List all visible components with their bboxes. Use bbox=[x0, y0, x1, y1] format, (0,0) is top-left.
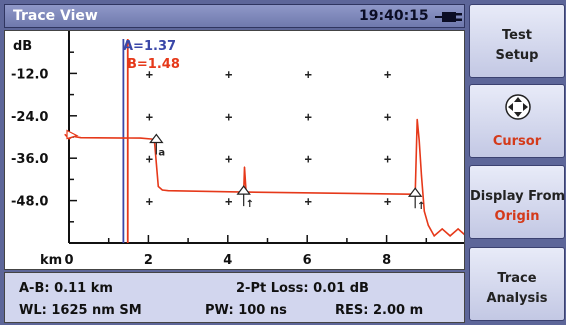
x-tick-label: 4 bbox=[223, 253, 232, 268]
title-bar: Trace View 19:40:15 bbox=[4, 4, 465, 28]
trace-analysis-line2: Analysis bbox=[486, 291, 548, 306]
four-way-arrows-icon bbox=[505, 94, 531, 120]
resolution: RES: 2.00 m bbox=[335, 303, 424, 318]
trace-series bbox=[64, 118, 464, 238]
trace-point bbox=[420, 175, 423, 177]
ab-distance: A-B: 0.11 km bbox=[19, 281, 113, 296]
x-tick-label: 8 bbox=[382, 253, 391, 268]
status-info-panel: A-B: 0.11 km 2-Pt Loss: 0.01 dB WL: 1625… bbox=[4, 272, 465, 323]
grid-point: + bbox=[384, 152, 391, 166]
two-point-loss: 2-Pt Loss: 0.01 dB bbox=[236, 281, 369, 296]
event-markers: a ↑ ↑ bbox=[149, 133, 426, 212]
trace-point bbox=[449, 235, 451, 237]
grid-point: + bbox=[305, 195, 312, 209]
display-from-line1: Display From bbox=[470, 189, 566, 204]
grid-point: + bbox=[225, 195, 232, 209]
clock: 19:40:15 bbox=[359, 8, 429, 24]
x-unit-label: km bbox=[40, 253, 62, 268]
grid-point: + bbox=[305, 110, 312, 124]
pulse-width: PW: 100 ns bbox=[205, 303, 287, 318]
grid-point: + bbox=[305, 152, 312, 166]
trace-point bbox=[139, 137, 142, 139]
battery-plug-icon bbox=[435, 12, 462, 22]
display-from-value: Origin bbox=[494, 209, 540, 224]
trace-point bbox=[418, 139, 420, 142]
display-from-button[interactable]: Display From Origin bbox=[469, 165, 565, 239]
trace-point bbox=[427, 224, 429, 226]
y-tick-label: -36.0 bbox=[11, 152, 48, 167]
trace-line bbox=[64, 119, 464, 238]
grid-point: + bbox=[146, 152, 153, 166]
cursor-lines bbox=[122, 39, 129, 243]
event-marker-icon bbox=[149, 133, 164, 144]
test-setup-button[interactable]: Test Setup bbox=[469, 4, 565, 78]
x-tick-label: 0 bbox=[64, 253, 73, 268]
grid-point: + bbox=[305, 67, 312, 81]
trace-point bbox=[167, 190, 169, 192]
trace-point bbox=[433, 235, 435, 237]
cursor-button[interactable]: Cursor bbox=[469, 84, 565, 158]
trace-analysis-line1: Trace bbox=[497, 271, 537, 286]
page-title: Trace View bbox=[13, 8, 98, 24]
event-marker-label: a bbox=[158, 148, 165, 159]
cursor-b-label: B=1.48 bbox=[127, 57, 180, 72]
trace-point bbox=[243, 166, 246, 168]
trace-point bbox=[423, 210, 425, 212]
grid-point: + bbox=[225, 67, 232, 81]
grid-markers: + + + + + + + + + + + + + + + + bbox=[146, 67, 391, 208]
cursor-label: Cursor bbox=[492, 134, 542, 149]
event-marker-label: ↑ bbox=[246, 199, 254, 210]
trace-plot[interactable]: + + + + + + + + + + + + + + + + -12.0 -24.0 -36.0 -48.0 0 2 4… bbox=[4, 30, 465, 270]
x-tick-label: 6 bbox=[303, 253, 312, 268]
trace-chart[interactable]: + + + + + + + + + + + + + + + + -12.0 -24.0 -36.0 -48.0 0 2 4… bbox=[5, 31, 465, 270]
x-tick-label: 2 bbox=[144, 253, 153, 268]
trace-point bbox=[441, 228, 443, 230]
wavelength: WL: 1625 nm SM bbox=[19, 303, 142, 318]
trace-point bbox=[457, 228, 459, 230]
trace-point bbox=[64, 133, 66, 136]
test-setup-line1: Test bbox=[502, 28, 532, 43]
grid-point: + bbox=[146, 110, 153, 124]
event-marker-label: ↑ bbox=[417, 201, 425, 212]
trace-point bbox=[157, 185, 159, 188]
event-marker-icon bbox=[407, 187, 423, 197]
grid-point: + bbox=[146, 195, 153, 209]
grid-point: + bbox=[225, 110, 232, 124]
grid-point: + bbox=[384, 195, 391, 209]
cursor-a-label: A=1.37 bbox=[123, 39, 176, 54]
y-tick-label: -12.0 bbox=[11, 67, 48, 82]
trace-point bbox=[416, 118, 418, 120]
y-tick-label: -48.0 bbox=[11, 195, 48, 210]
grid-point: + bbox=[225, 152, 232, 166]
test-setup-line2: Setup bbox=[495, 48, 539, 63]
trace-point bbox=[161, 189, 163, 191]
y-unit-label: dB bbox=[13, 39, 32, 54]
event-marker-icon bbox=[236, 185, 251, 195]
tick-labels: -12.0 -24.0 -36.0 -48.0 0 2 4 6 8 bbox=[11, 67, 391, 268]
trace-point bbox=[80, 137, 82, 139]
grid-point: + bbox=[146, 67, 153, 81]
y-tick-label: -24.0 bbox=[11, 110, 48, 125]
grid-point: + bbox=[384, 67, 391, 81]
grid-point: + bbox=[384, 110, 391, 124]
launch-marker bbox=[66, 129, 79, 140]
trace-analysis-button[interactable]: Trace Analysis bbox=[469, 247, 565, 321]
